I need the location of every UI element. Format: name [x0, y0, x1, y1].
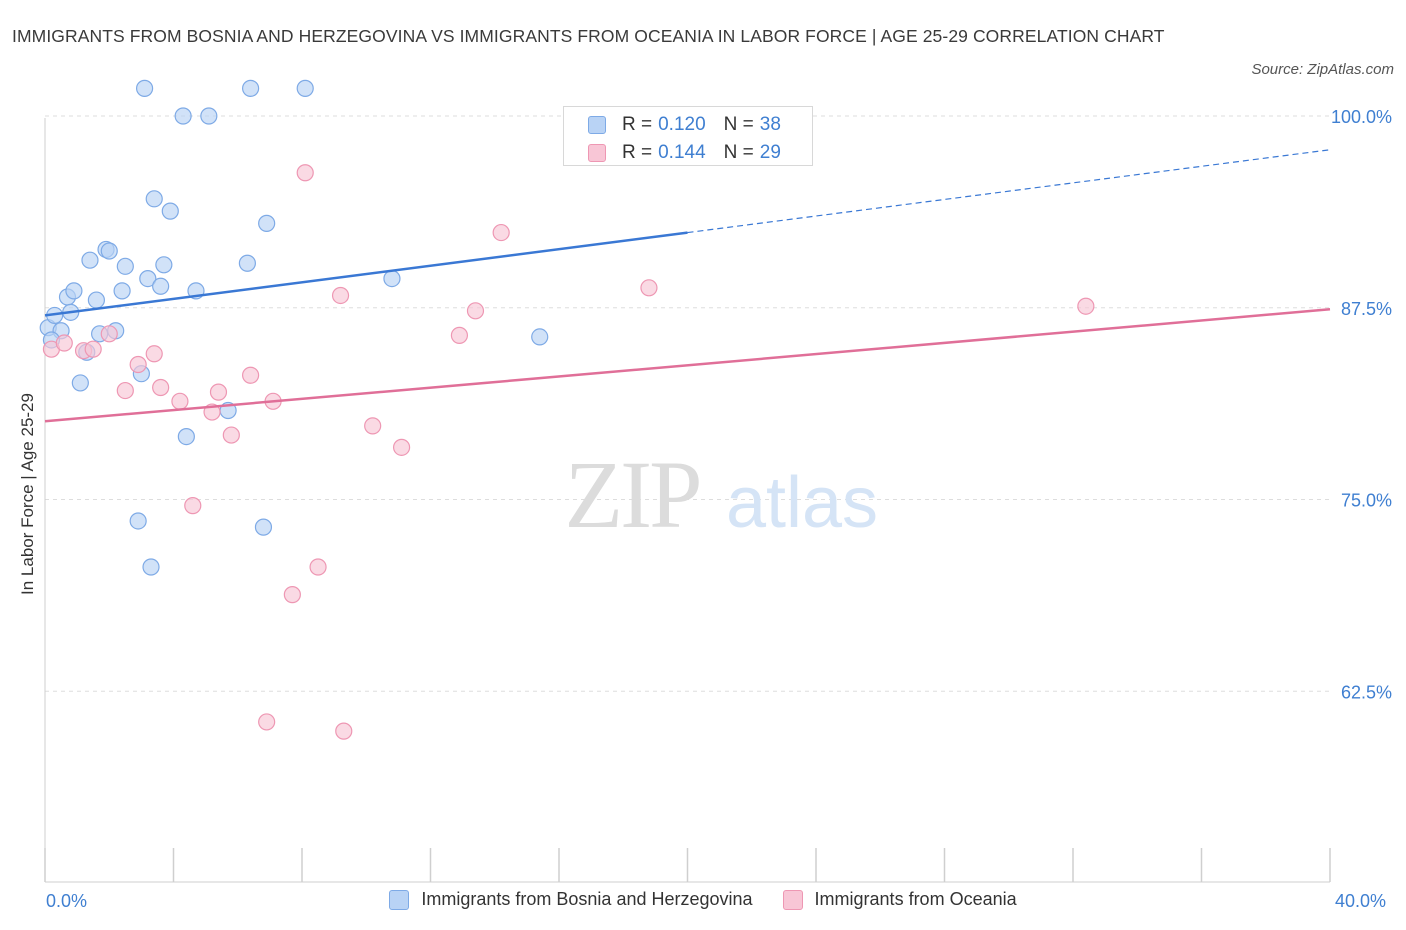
point-bosnia-32	[254, 518, 273, 536]
point-bosnia-20	[139, 270, 157, 288]
point-bosnia-8	[81, 251, 99, 269]
point-oceania-21	[335, 722, 353, 740]
chart-title: IMMIGRANTS FROM BOSNIA AND HERZEGOVINA V…	[12, 26, 1165, 46]
legend-label-oceania: Immigrants from Oceania	[814, 889, 1017, 909]
point-bosnia-30	[238, 254, 256, 272]
correlation-legend: R = 0.120 N = 38 R = 0.144 N = 29	[563, 106, 813, 166]
legend-item-bosnia[interactable]: Immigrants from Bosnia and Herzegovina	[389, 889, 753, 910]
point-oceania-26	[492, 223, 510, 242]
legend-row-oceania: R = 0.144 N = 29	[588, 141, 781, 165]
point-bosnia-18	[135, 79, 154, 97]
series-legend: Immigrants from Bosnia and Herzegovina I…	[0, 889, 1406, 910]
point-oceania-8	[152, 378, 170, 397]
legend-r-label: R =	[622, 142, 653, 163]
point-bosnia-21	[145, 190, 163, 208]
point-oceania-6	[129, 355, 147, 374]
point-oceania-19	[309, 558, 327, 576]
point-bosnia-4	[65, 282, 83, 300]
legend-swatch-blue	[588, 116, 606, 134]
legend-n-value: 38	[759, 114, 781, 135]
point-oceania-15	[258, 713, 276, 731]
watermark: ZIP atlas	[565, 441, 879, 548]
point-bosnia-16	[129, 512, 147, 530]
point-bosnia-15	[116, 257, 134, 275]
point-oceania-28	[1077, 297, 1095, 315]
point-bosnia-24	[161, 202, 179, 220]
legend-n-label: N =	[723, 114, 754, 135]
point-oceania-5	[116, 381, 134, 400]
point-oceania-20	[331, 286, 350, 305]
point-bosnia-22	[152, 277, 170, 295]
x-tick-max: 40.0%	[1335, 891, 1387, 911]
point-bosnia-14	[113, 282, 131, 300]
legend-n-label: N =	[723, 142, 754, 163]
point-oceania-1	[55, 334, 73, 352]
point-bosnia-12	[100, 242, 118, 260]
point-bosnia-31	[242, 79, 260, 97]
trend-lines	[44, 149, 1331, 423]
point-oceania-18	[296, 164, 314, 182]
point-bosnia-33	[258, 214, 276, 232]
point-oceania-27	[640, 279, 658, 297]
point-bosnia-23	[155, 256, 173, 274]
watermark-atlas: atlas	[726, 463, 878, 543]
source-label: Source: ZipAtlas.com	[1251, 61, 1394, 78]
y-tick-label-0: 62.5%	[1341, 682, 1392, 702]
legend-r-value: 0.144	[658, 142, 706, 163]
point-bosnia-28	[200, 107, 218, 125]
axes	[44, 118, 1331, 883]
point-oceania-23	[392, 438, 411, 456]
point-bosnia-6	[71, 374, 89, 392]
point-oceania-10	[184, 497, 202, 515]
y-tick-label-3: 100.0%	[1331, 107, 1392, 127]
point-oceania-3	[84, 340, 102, 358]
trend-line-bosnia	[44, 231, 688, 317]
point-bosnia-36	[531, 328, 549, 346]
legend-row-bosnia: R = 0.120 N = 38	[588, 113, 781, 137]
point-bosnia-25	[174, 107, 192, 125]
legend-swatch-pink	[588, 144, 606, 162]
trend-line-bosnia-projection	[687, 149, 1331, 234]
data-points	[39, 79, 1095, 740]
y-tick-label-1: 75.0%	[1341, 491, 1392, 511]
legend-item-oceania[interactable]: Immigrants from Oceania	[782, 889, 1017, 910]
point-bosnia-34	[296, 79, 314, 97]
y-tick-label-2: 87.5%	[1341, 299, 1392, 319]
point-oceania-25	[466, 302, 485, 320]
point-oceania-17	[283, 586, 301, 604]
point-bosnia-26	[177, 428, 195, 446]
point-oceania-14	[242, 366, 260, 384]
point-oceania-22	[364, 417, 382, 435]
legend-r-value: 0.120	[658, 114, 706, 135]
point-oceania-13	[222, 426, 240, 444]
legend-n-value: 29	[759, 142, 781, 163]
point-oceania-24	[450, 326, 469, 344]
point-oceania-12	[209, 383, 228, 401]
legend-r-label: R =	[622, 114, 653, 135]
watermark-zip: ZIP	[565, 441, 700, 548]
point-bosnia-35	[383, 270, 401, 288]
legend-swatch-pink	[782, 889, 803, 910]
y-tick-labels: 62.5% 75.0% 87.5% 100.0%	[1331, 107, 1392, 702]
legend-label-bosnia: Immigrants from Bosnia and Herzegovina	[421, 889, 753, 909]
point-bosnia-19	[142, 558, 160, 576]
x-tick-min: 0.0%	[46, 891, 88, 911]
point-oceania-9	[171, 392, 189, 410]
trend-line-oceania	[44, 308, 1331, 423]
legend-swatch-blue	[389, 889, 410, 910]
point-oceania-4	[100, 325, 118, 343]
point-bosnia-9	[87, 291, 106, 309]
point-oceania-7	[145, 345, 163, 363]
